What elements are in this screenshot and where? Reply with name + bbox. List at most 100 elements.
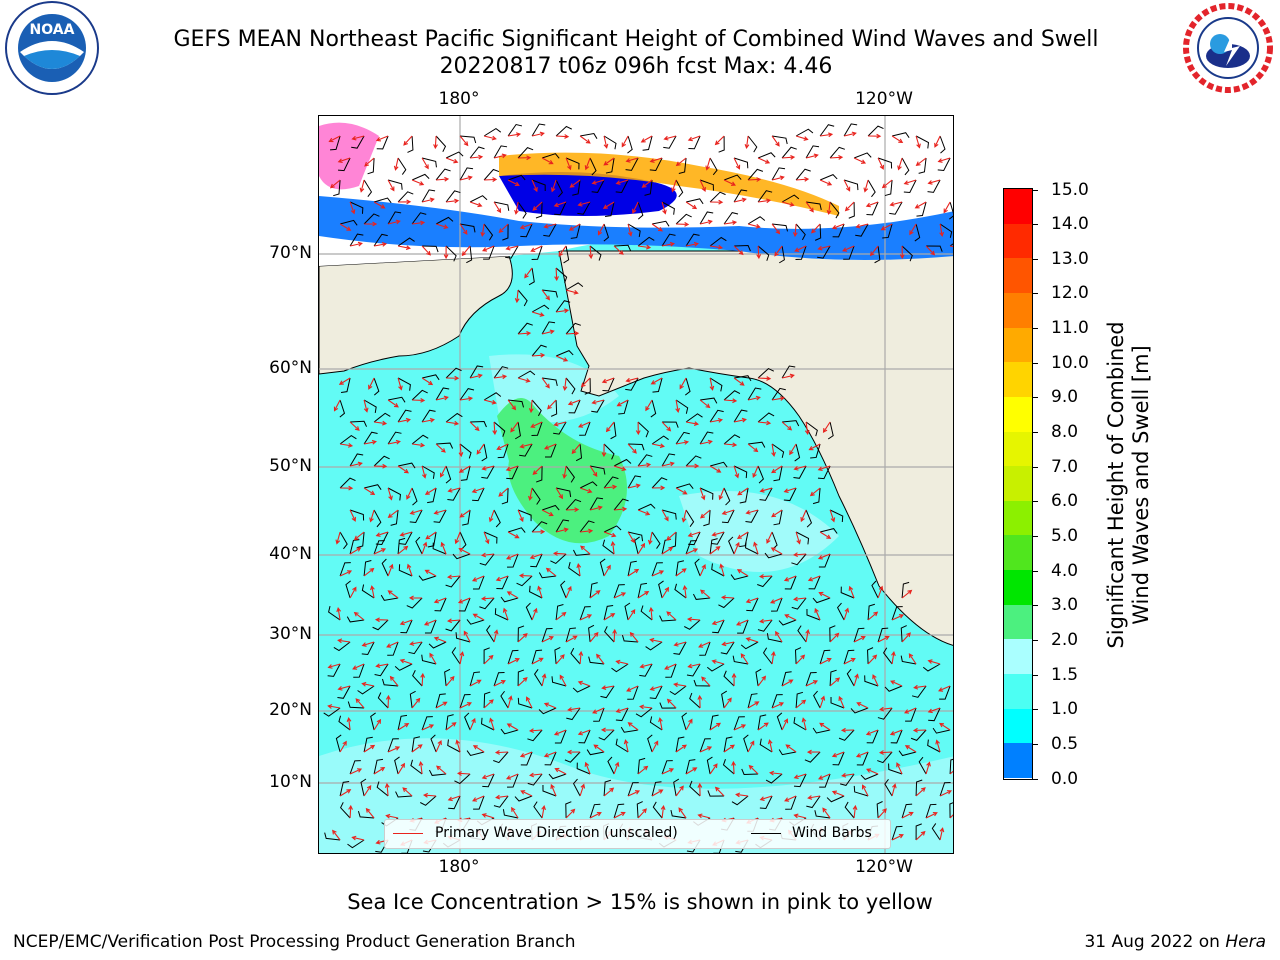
wave-direction-arrow bbox=[867, 654, 878, 665]
wave-direction-arrow bbox=[775, 630, 783, 643]
wind-barb bbox=[901, 245, 913, 262]
wave-direction-arrow bbox=[411, 179, 425, 186]
wind-barb bbox=[937, 157, 951, 171]
wave-direction-arrow bbox=[781, 679, 794, 687]
colorbar-tick-label: 15.0 bbox=[1032, 180, 1089, 200]
wind-barb bbox=[338, 715, 351, 731]
wave-direction-arrow bbox=[589, 631, 599, 643]
wave-direction-arrow bbox=[697, 694, 703, 709]
wind-barb bbox=[531, 304, 550, 313]
colorbar-tick-label: 7.0 bbox=[1031, 457, 1078, 477]
wave-direction-arrow bbox=[469, 679, 482, 687]
wind-barb bbox=[525, 602, 533, 621]
wind-barb bbox=[589, 465, 606, 475]
wind-barb bbox=[541, 504, 560, 511]
wave-direction-arrow bbox=[459, 175, 473, 181]
wind-barb bbox=[514, 795, 533, 802]
wind-barb bbox=[327, 663, 341, 677]
wind-barb bbox=[338, 157, 351, 172]
wind-barb bbox=[627, 685, 639, 700]
wave-direction-arrow bbox=[637, 808, 647, 819]
wave-direction-arrow bbox=[709, 418, 724, 423]
wave-direction-arrow bbox=[436, 765, 447, 775]
wind-barb bbox=[867, 125, 884, 137]
wave-direction-arrow bbox=[641, 179, 653, 188]
wind-barb bbox=[661, 760, 673, 775]
wave-direction-arrow bbox=[387, 179, 395, 192]
wind-barb bbox=[620, 726, 639, 733]
wave-direction-arrow bbox=[505, 553, 519, 560]
colorbar-segment bbox=[1004, 189, 1032, 225]
colorbar-tick-label: 9.0 bbox=[1031, 387, 1078, 407]
wave-direction-arrow bbox=[422, 792, 437, 798]
wave-direction-arrow bbox=[373, 242, 388, 247]
wind-barb bbox=[387, 431, 402, 445]
wind-barb bbox=[747, 693, 758, 709]
wind-barb bbox=[771, 387, 786, 401]
wave-direction-arrow bbox=[852, 804, 858, 819]
wind-barb bbox=[685, 198, 704, 205]
wind-barb bbox=[531, 521, 548, 533]
wave-direction-arrow bbox=[529, 772, 543, 778]
wind-barb bbox=[891, 132, 910, 138]
colorbar-tick-label: 14.0 bbox=[1032, 214, 1089, 234]
wave-direction-arrow bbox=[651, 740, 659, 753]
wind-barb bbox=[826, 795, 845, 803]
wave-direction-arrow bbox=[699, 564, 706, 577]
wave-direction-arrow bbox=[387, 399, 399, 408]
wind-barb bbox=[712, 619, 725, 634]
wave-direction-arrow bbox=[373, 718, 382, 731]
wind-barb bbox=[794, 647, 802, 665]
wave-direction-arrow bbox=[733, 377, 745, 386]
wave-direction-arrow bbox=[374, 463, 388, 469]
wind-barb bbox=[565, 377, 576, 395]
wave-direction-arrow bbox=[541, 805, 546, 819]
wave-direction-arrow bbox=[518, 573, 533, 579]
wave-direction-arrow bbox=[519, 443, 533, 449]
wave-direction-arrow bbox=[637, 509, 651, 516]
wave-direction-arrow bbox=[577, 680, 591, 687]
wind-barb bbox=[519, 443, 533, 457]
wave-direction-arrow bbox=[685, 548, 699, 555]
wave-direction-arrow bbox=[685, 241, 699, 247]
wind-barb bbox=[579, 520, 595, 533]
wave-direction-arrow bbox=[349, 547, 362, 555]
wind-barb bbox=[757, 465, 764, 484]
wave-direction-arrow bbox=[421, 245, 431, 256]
wind-barb bbox=[483, 223, 494, 241]
wind-barb bbox=[411, 389, 428, 401]
wave-direction-arrow bbox=[792, 223, 798, 238]
wave-direction-arrow bbox=[817, 465, 831, 472]
wind-barb bbox=[415, 536, 423, 555]
wave-direction-arrow bbox=[493, 629, 499, 643]
wave-direction-arrow bbox=[447, 487, 461, 493]
wave-direction-arrow bbox=[481, 465, 495, 471]
wind-barb bbox=[493, 145, 508, 159]
wind-barb bbox=[600, 685, 615, 699]
wave-direction-arrow bbox=[541, 289, 551, 301]
wave-direction-arrow bbox=[469, 201, 483, 208]
wave-direction-arrow bbox=[566, 507, 580, 513]
wind-barb bbox=[939, 685, 951, 700]
wave-direction-arrow bbox=[568, 223, 581, 231]
wave-direction-arrow bbox=[517, 633, 528, 643]
wave-direction-arrow bbox=[458, 547, 471, 555]
wave-direction-arrow bbox=[671, 179, 677, 193]
wave-direction-arrow bbox=[733, 197, 747, 203]
map-panel: Primary Wave Direction (unscaled) Wind B… bbox=[318, 115, 954, 854]
colorbar-tick-label: 4.0 bbox=[1031, 561, 1078, 581]
wave-direction-arrow bbox=[901, 589, 913, 599]
wind-barb bbox=[507, 553, 519, 568]
wave-direction-arrow bbox=[363, 399, 369, 413]
wave-direction-arrow bbox=[927, 179, 941, 185]
wind-barb bbox=[428, 641, 447, 649]
wave-direction-arrow bbox=[554, 267, 559, 282]
wave-direction-arrow bbox=[489, 717, 495, 731]
wave-direction-arrow bbox=[877, 635, 890, 643]
wind-barb bbox=[877, 157, 893, 169]
wave-direction-arrow bbox=[733, 465, 740, 479]
colorbar-segment bbox=[1004, 396, 1032, 433]
wave-direction-arrow bbox=[709, 465, 722, 473]
wind-barb bbox=[793, 773, 807, 788]
wind-barb bbox=[363, 484, 382, 490]
